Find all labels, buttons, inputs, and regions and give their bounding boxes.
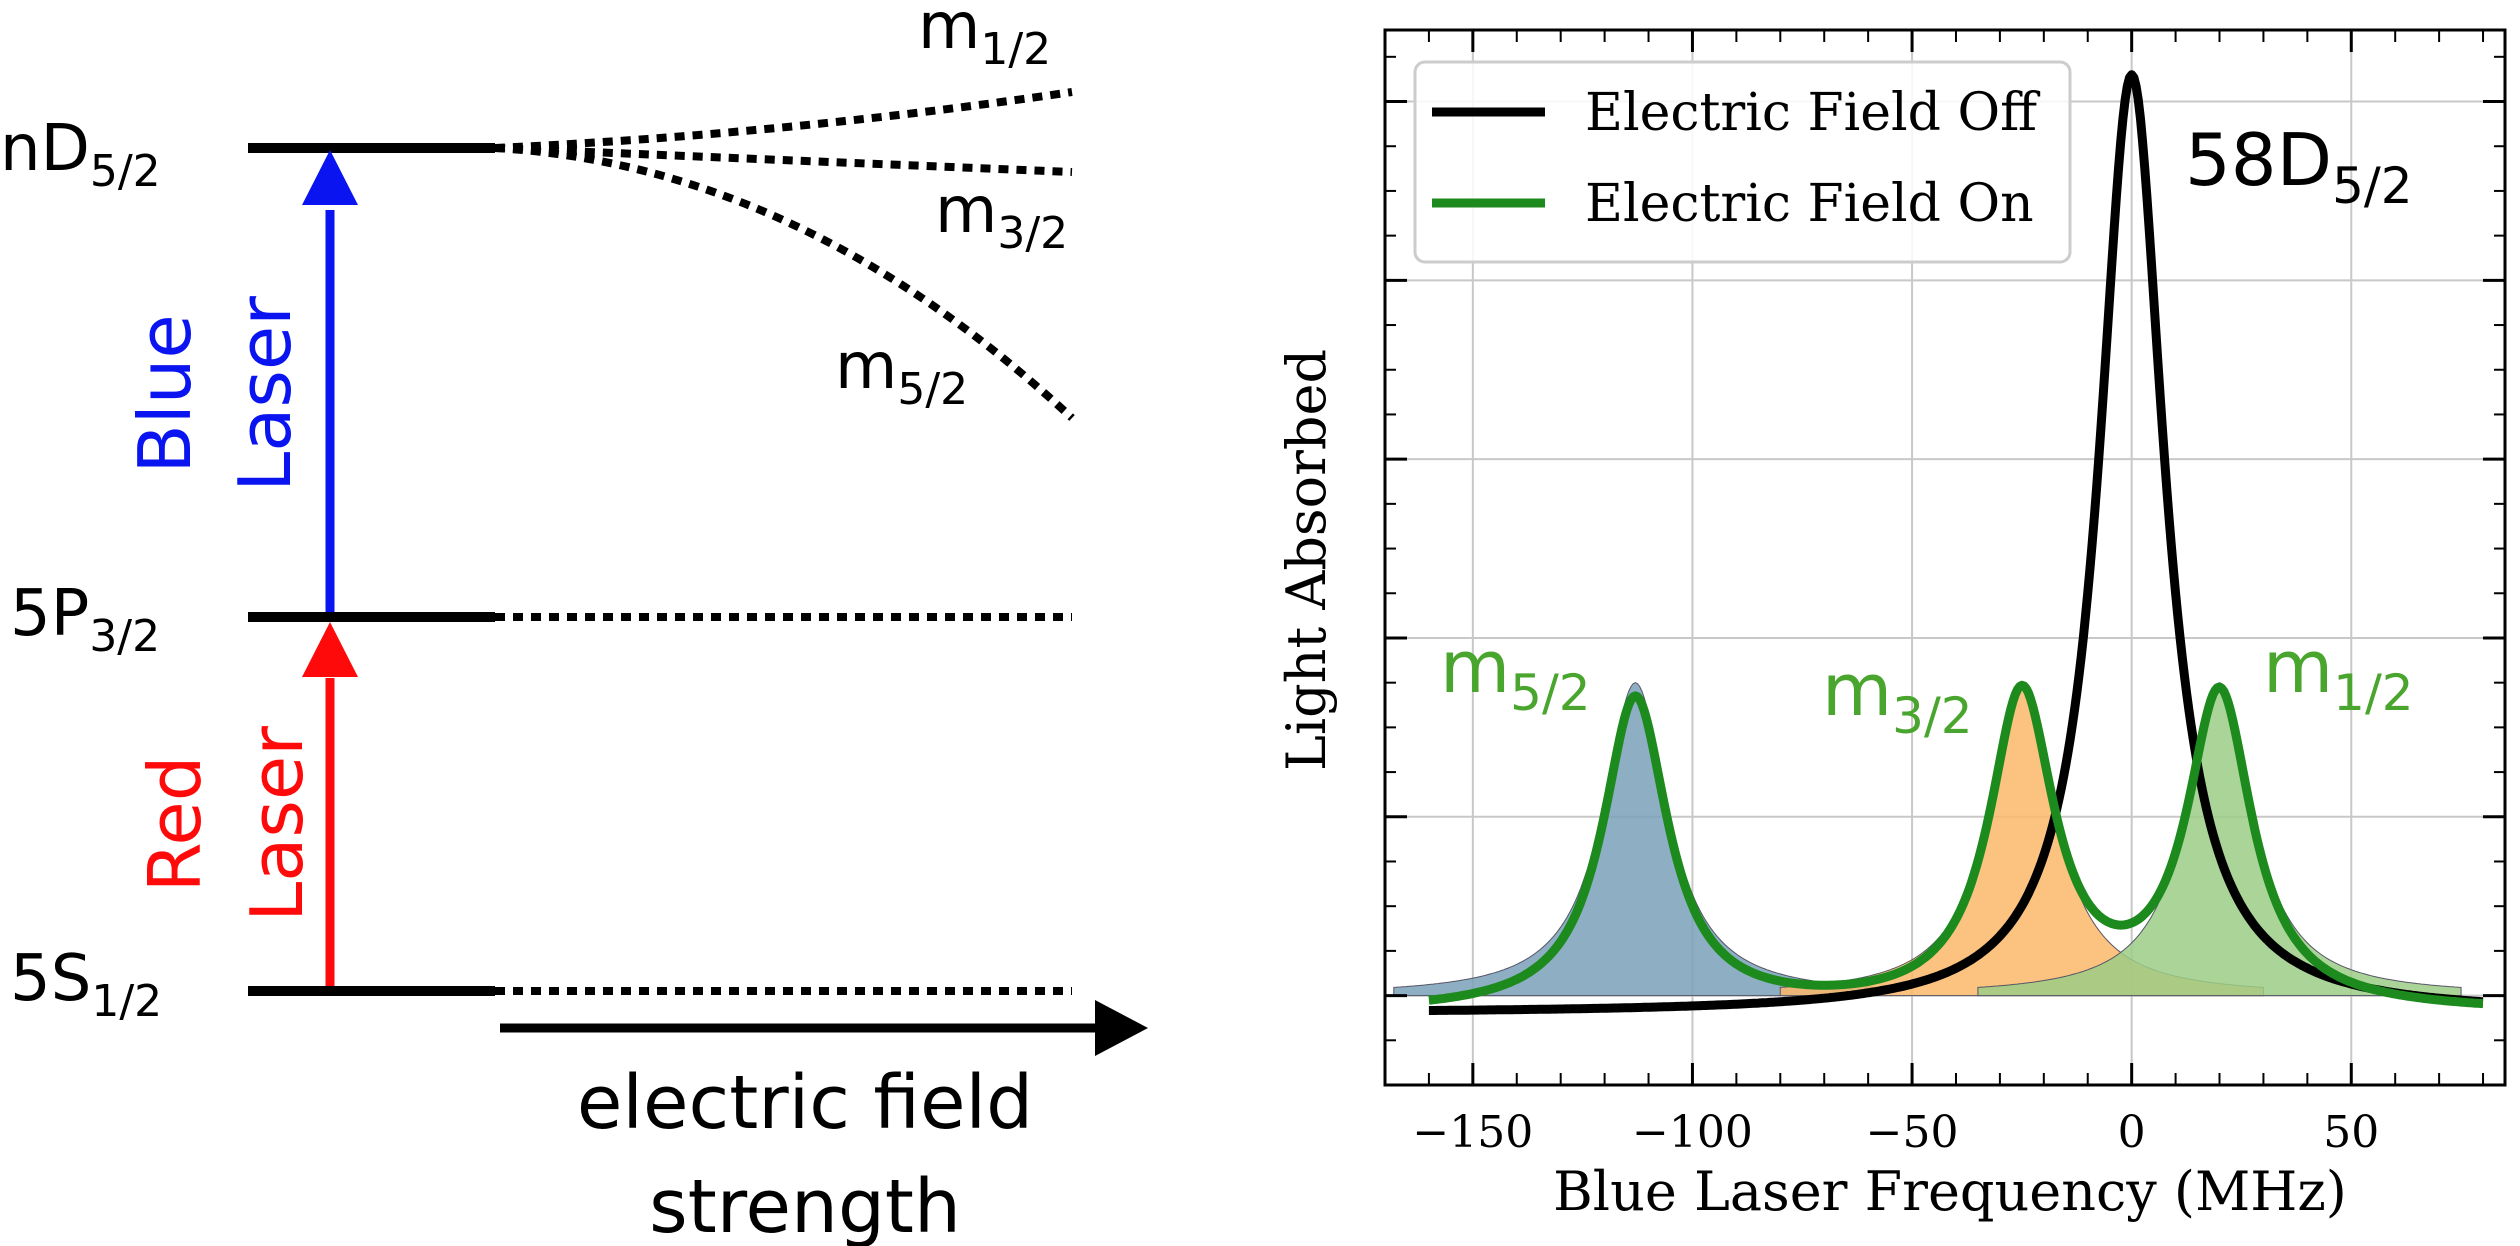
absorption-chart: −150 −100 −50 0 50 Blue Laser Frequency (MHz… xyxy=(1275,28,2507,1223)
electric-field-arrow-head xyxy=(1095,1000,1148,1056)
peak-label-m12: m1/2 xyxy=(2263,625,2414,722)
sublevel-m12-dotted xyxy=(494,88,1073,152)
sublevel-m12-label: m1/2 xyxy=(918,0,1051,75)
series-electric-field-off-line xyxy=(1426,70,2486,1015)
x-tick-label-1: −100 xyxy=(1632,1107,1753,1158)
x-axis-label: Blue Laser Frequency (MHz) xyxy=(1553,1160,2347,1223)
y-axis-label: Light Absorbed xyxy=(1275,349,1338,771)
peak-fill-m52 xyxy=(1393,682,1878,997)
red-laser-label-line1: Red xyxy=(133,756,217,893)
peak-label-m32: m3/2 xyxy=(1822,648,1973,745)
electric-field-label-line2: strength xyxy=(649,1164,961,1246)
state-annotation: 58D5/2 xyxy=(2185,118,2413,215)
energy-level-diagram: nD5/2 5P3/2 5S1/2 m1/2 m3/2 m5/2 Blue La… xyxy=(0,0,1148,1246)
tick-layer: −150 −100 −50 0 50 xyxy=(1385,30,2505,1158)
x-tick-label-2: −50 xyxy=(1866,1107,1959,1158)
sublevel-m32-label: m3/2 xyxy=(935,174,1068,259)
legend-box xyxy=(1413,60,2072,264)
x-tick-label-0: −150 xyxy=(1412,1107,1533,1158)
electric-field-label-line1: electric field xyxy=(577,1060,1033,1146)
legend: Electric Field Off Electric Field On xyxy=(1413,60,2072,264)
series-electric-field-on-line xyxy=(1426,680,2486,1009)
x-tick-label-4: 50 xyxy=(2323,1107,2379,1158)
plot-frame xyxy=(1383,28,2507,1087)
blue-laser-arrow-head xyxy=(302,150,358,205)
legend-label-off: Electric Field Off xyxy=(1585,83,2041,143)
sublevel-m52-dotted xyxy=(494,144,1075,421)
legend-label-on: Electric Field On xyxy=(1585,174,2034,234)
level-5s12-label: 5S1/2 xyxy=(10,942,162,1027)
red-laser-arrow-head xyxy=(302,622,358,677)
red-laser-label-line2: Laser xyxy=(235,726,319,922)
blue-laser-label-line2: Laser xyxy=(223,296,307,492)
peak-label-m52: m5/2 xyxy=(1440,625,1591,722)
level-nd52-label: nD5/2 xyxy=(0,112,161,197)
blue-laser-label-line1: Blue xyxy=(123,314,207,473)
sublevel-m52-label: m5/2 xyxy=(835,330,968,415)
x-tick-label-3: 0 xyxy=(2118,1107,2146,1158)
level-5p32-label: 5P3/2 xyxy=(10,577,160,662)
sublevel-m32-dotted xyxy=(494,144,1073,176)
